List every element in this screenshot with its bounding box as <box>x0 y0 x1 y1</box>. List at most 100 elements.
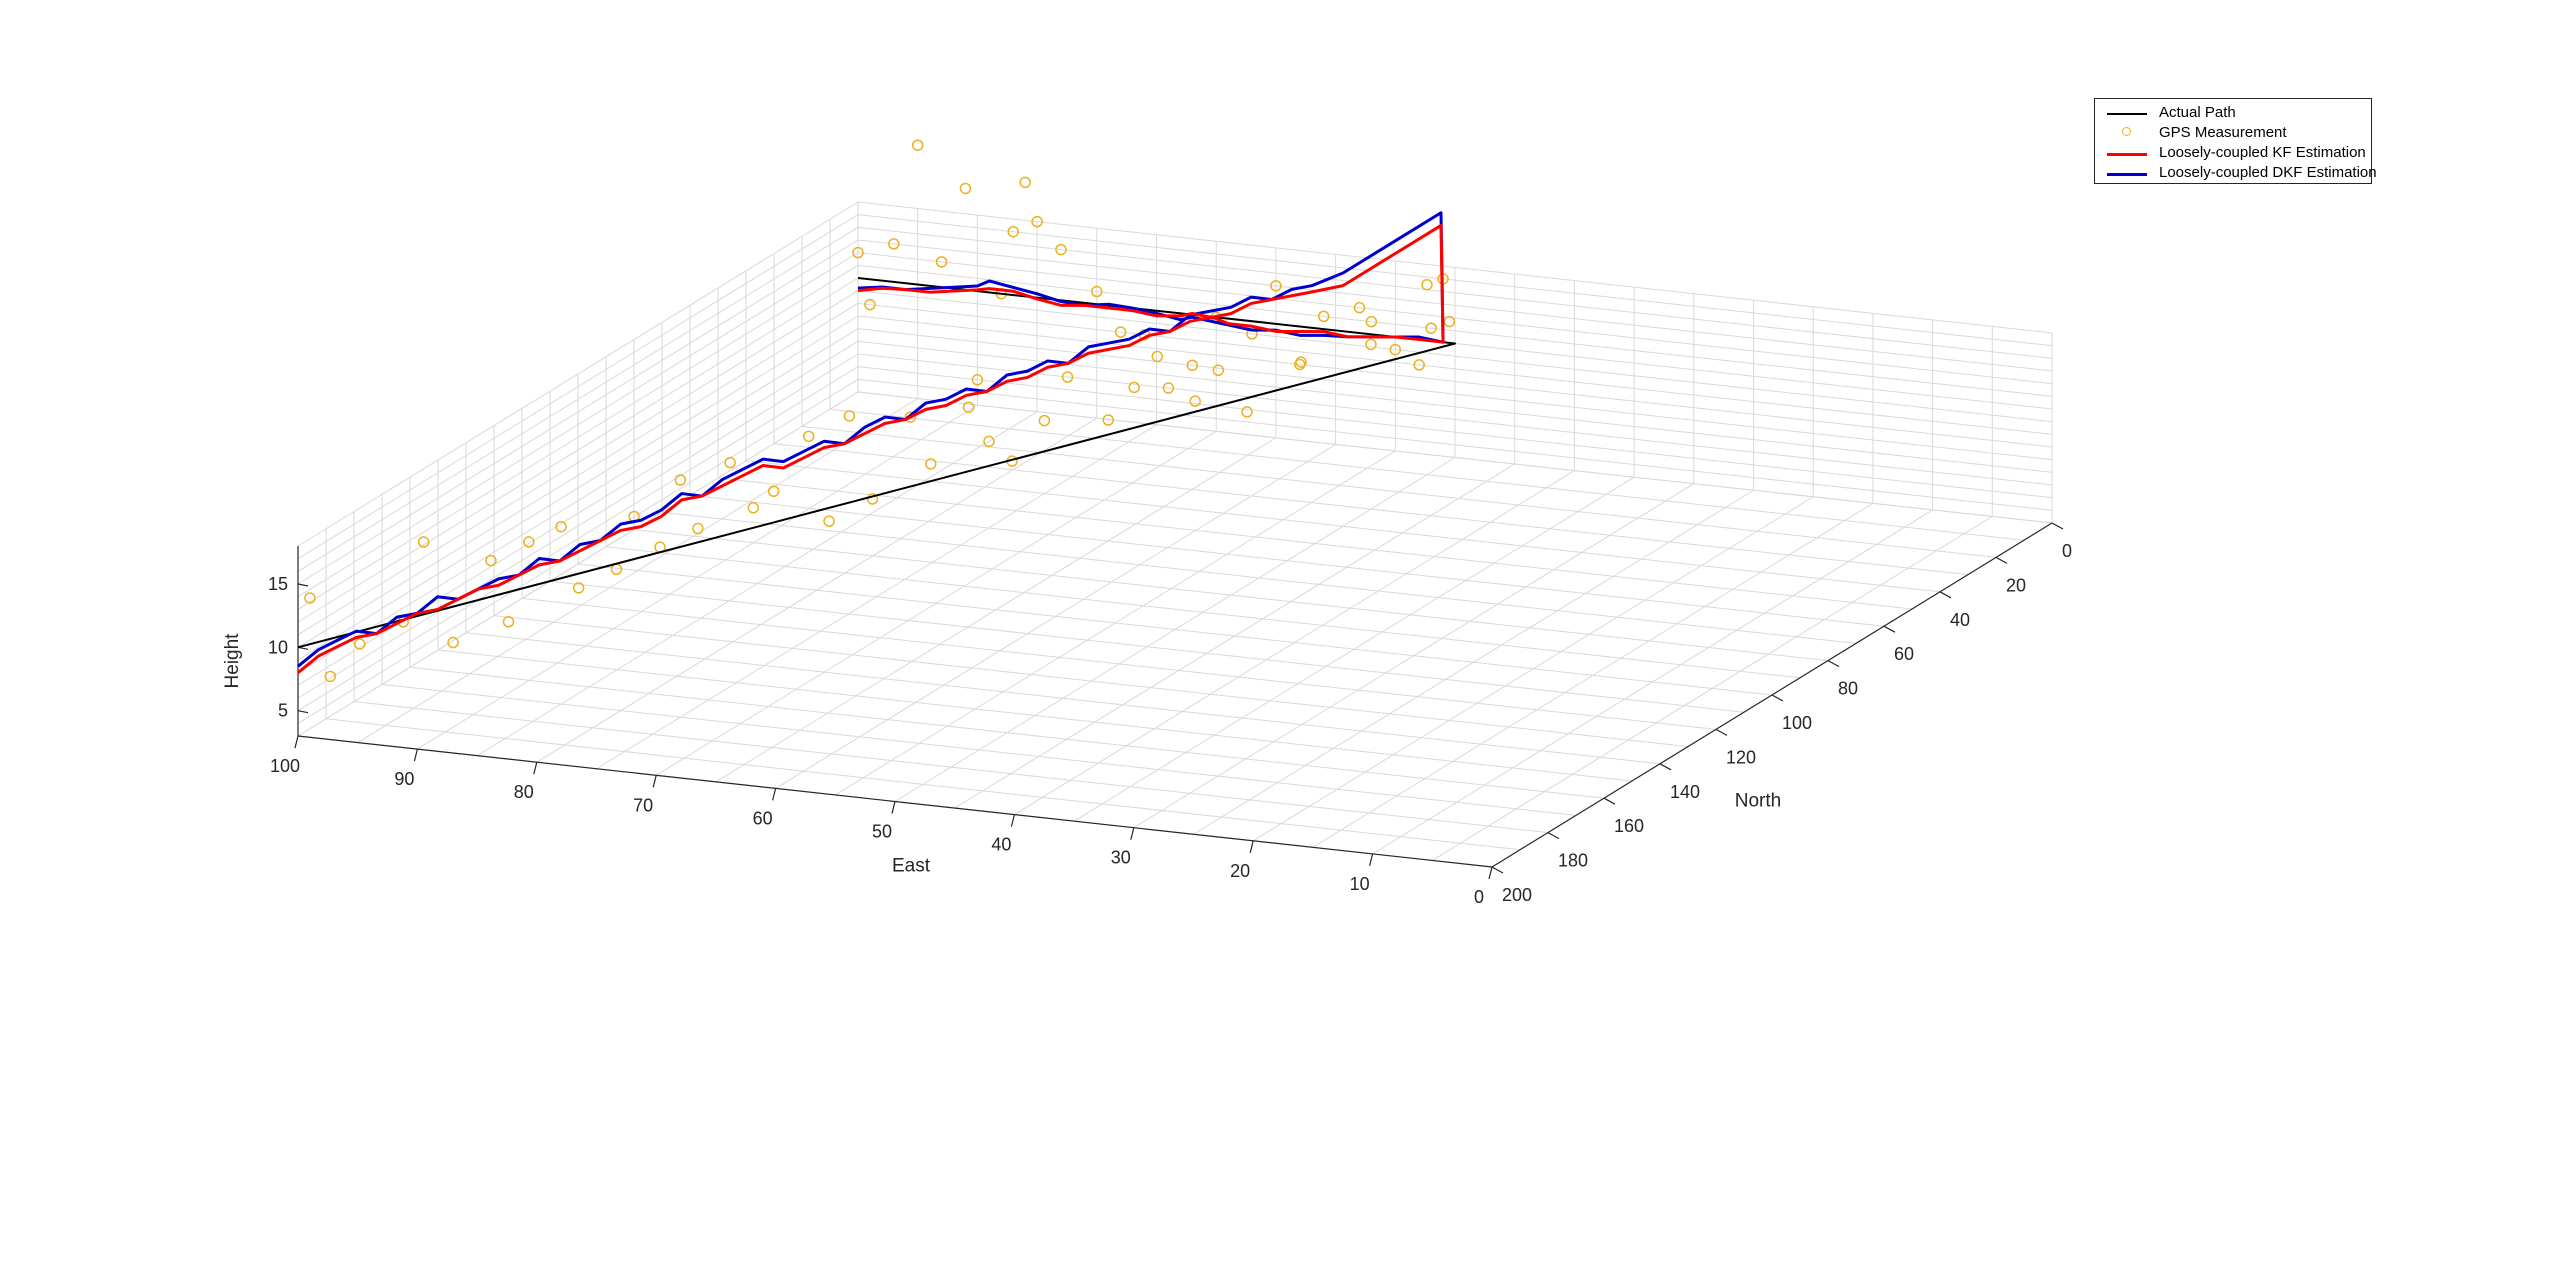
grid-line <box>633 529 1829 662</box>
grid-line <box>577 563 1773 696</box>
x-tick-label: 100 <box>270 756 300 776</box>
gps-point <box>1102 414 1114 426</box>
grid-line <box>857 239 2053 372</box>
x-tick <box>1369 853 1374 867</box>
grid-line <box>829 408 2025 541</box>
x-tick <box>533 762 538 775</box>
y-tick-label: 100 <box>1782 713 1812 733</box>
x-tick-label: 40 <box>991 835 1011 855</box>
legend-item-kf: Loosely-coupled KF Estimation <box>2095 143 2371 164</box>
gps-point <box>852 246 864 259</box>
y-tick-label: 0 <box>2062 541 2072 561</box>
gps-point <box>1270 280 1282 292</box>
y-tick <box>1659 763 1672 771</box>
legend-item-gps: GPS Measurement <box>2095 123 2371 144</box>
gps-point <box>843 410 856 422</box>
grid-line <box>297 328 859 674</box>
grid-line <box>717 477 1913 610</box>
legend-marker-gps <box>2122 127 2131 136</box>
axes <box>294 522 2064 880</box>
grid-line <box>857 290 2053 423</box>
grid-line <box>857 252 2053 385</box>
gps-point <box>610 563 623 576</box>
gps-point <box>983 435 995 448</box>
grid-line <box>689 494 1885 627</box>
grid-line <box>465 632 1661 765</box>
grid-line <box>297 252 859 598</box>
grid-line <box>493 615 1689 748</box>
y-tick-label: 80 <box>1838 679 1858 699</box>
gps-point <box>1353 301 1366 314</box>
gps-point <box>447 636 459 649</box>
y-axis-label: North <box>1735 791 1781 812</box>
grid-line <box>521 597 1717 730</box>
y-tick <box>1995 556 2008 564</box>
gps-point <box>767 485 780 497</box>
gps-point <box>1365 338 1377 351</box>
gps-point <box>823 515 835 527</box>
y-tick <box>1883 625 1896 633</box>
grid-line <box>857 302 2053 435</box>
grid-line <box>605 546 1801 679</box>
gps-point <box>1091 285 1103 298</box>
grid-line <box>297 226 859 572</box>
y-tick-label: 20 <box>2006 575 2026 595</box>
gps-point <box>1294 358 1306 371</box>
x-tick-label: 0 <box>1474 887 1484 907</box>
grid-line <box>857 214 2053 347</box>
gps-point <box>1365 315 1378 328</box>
grid-line <box>297 277 859 623</box>
gps-point <box>555 520 567 533</box>
x-tick <box>294 735 299 749</box>
gps-point <box>354 638 366 650</box>
gps-point <box>962 401 975 413</box>
grid-line <box>857 378 2053 511</box>
legend-label-gps: GPS Measurement <box>2159 124 2287 141</box>
gps-point <box>1114 326 1127 338</box>
y-tick <box>1771 694 1784 702</box>
grid-line <box>801 425 1997 558</box>
gps-point <box>864 298 876 311</box>
grid-line <box>857 315 2053 448</box>
y-tick <box>1547 832 1560 840</box>
gps-point <box>935 256 948 268</box>
gps-point <box>1421 278 1433 291</box>
legend-label-kf: Loosely-coupled KF Estimation <box>2159 144 2366 161</box>
series-layer <box>297 139 1456 683</box>
x-tick <box>772 788 777 801</box>
gps-point <box>1038 414 1051 427</box>
grid-line <box>549 580 1745 713</box>
gps-point <box>674 474 687 486</box>
grid-line <box>857 391 2053 524</box>
x-tick <box>1130 827 1135 840</box>
y-tick-label: 60 <box>1894 644 1914 664</box>
gps-point <box>485 554 497 567</box>
gps-point <box>502 616 515 628</box>
gps-point <box>911 139 924 151</box>
kf-estimation-line <box>297 223 1445 674</box>
z-tick-label: 5 <box>278 701 288 721</box>
gps-point <box>866 493 879 505</box>
z-axis-label: Height <box>222 633 243 689</box>
z-tick-label: 10 <box>268 637 288 657</box>
grid-line <box>297 214 859 560</box>
y-tick <box>2051 522 2064 530</box>
x-tick <box>1249 840 1254 853</box>
gps-point <box>1389 343 1402 356</box>
legend-line-dkf <box>2107 173 2147 176</box>
tick-labels: 1009080706050403020100020406080100120140… <box>222 541 2072 907</box>
grid-line <box>297 290 859 636</box>
gps-point <box>1061 371 1074 383</box>
grid-line <box>857 353 2053 486</box>
grid-line <box>857 366 2053 499</box>
x-tick <box>652 775 657 788</box>
gps-point <box>304 592 316 604</box>
gps-point <box>1055 243 1067 256</box>
grid-line <box>297 391 859 737</box>
grid-line <box>297 239 859 585</box>
x-tick <box>1010 814 1015 827</box>
gps-point <box>802 430 815 443</box>
legend-line-actual <box>2107 113 2147 115</box>
gps-point <box>1162 382 1175 394</box>
gps-point <box>724 456 736 469</box>
